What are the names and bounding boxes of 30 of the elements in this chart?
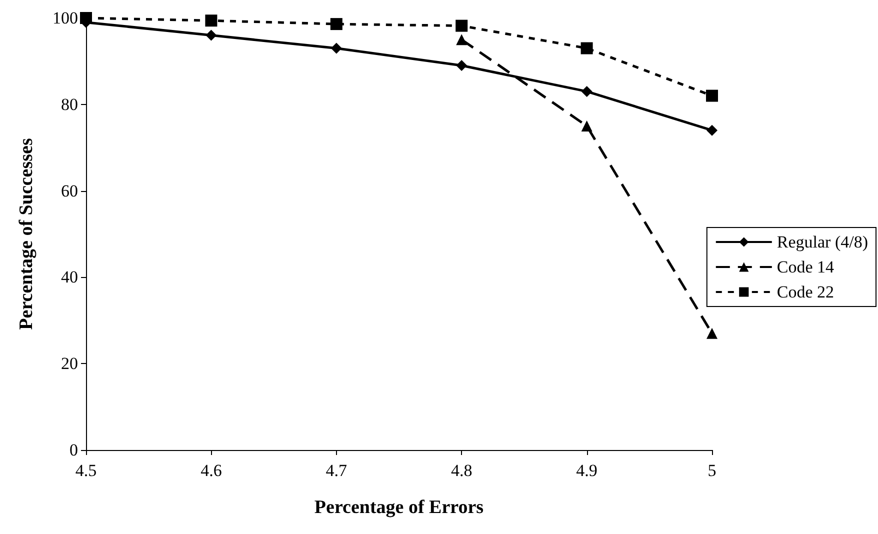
- point: [706, 328, 718, 339]
- x-tick-label: 4.8: [450, 461, 472, 480]
- point: [706, 90, 718, 102]
- y-axis-title: Percentage of Successes: [16, 138, 37, 330]
- x-axis-title: Percentage of Errors: [314, 497, 484, 518]
- point: [330, 42, 342, 54]
- y-tick-label: 0: [70, 440, 78, 460]
- point: [330, 18, 342, 30]
- y-tick-label: 100: [52, 8, 78, 28]
- point: [581, 120, 592, 132]
- y-tick-label: 60: [61, 181, 78, 200]
- legend-label: Code 14: [776, 258, 835, 276]
- x-tick-label: 4.5: [75, 461, 97, 480]
- x-tick-label: 5: [708, 461, 716, 480]
- legend-label: Regular (4/8): [776, 232, 868, 252]
- point: [456, 60, 468, 72]
- point: [456, 34, 468, 46]
- legend-label: Code 22: [776, 282, 834, 302]
- y-tick-label: 20: [61, 354, 78, 374]
- x-tick-label: 4.6: [200, 461, 222, 480]
- point: [205, 14, 218, 27]
- x-tick-label: 4.9: [576, 461, 598, 480]
- point: [456, 20, 468, 32]
- point: [580, 42, 593, 54]
- point: [706, 124, 718, 136]
- point: [581, 86, 592, 97]
- y-tick-label: 40: [61, 268, 78, 287]
- x-tick-label: 4.7: [326, 461, 348, 480]
- y-tick-label: 80: [61, 94, 78, 114]
- point: [206, 30, 217, 41]
